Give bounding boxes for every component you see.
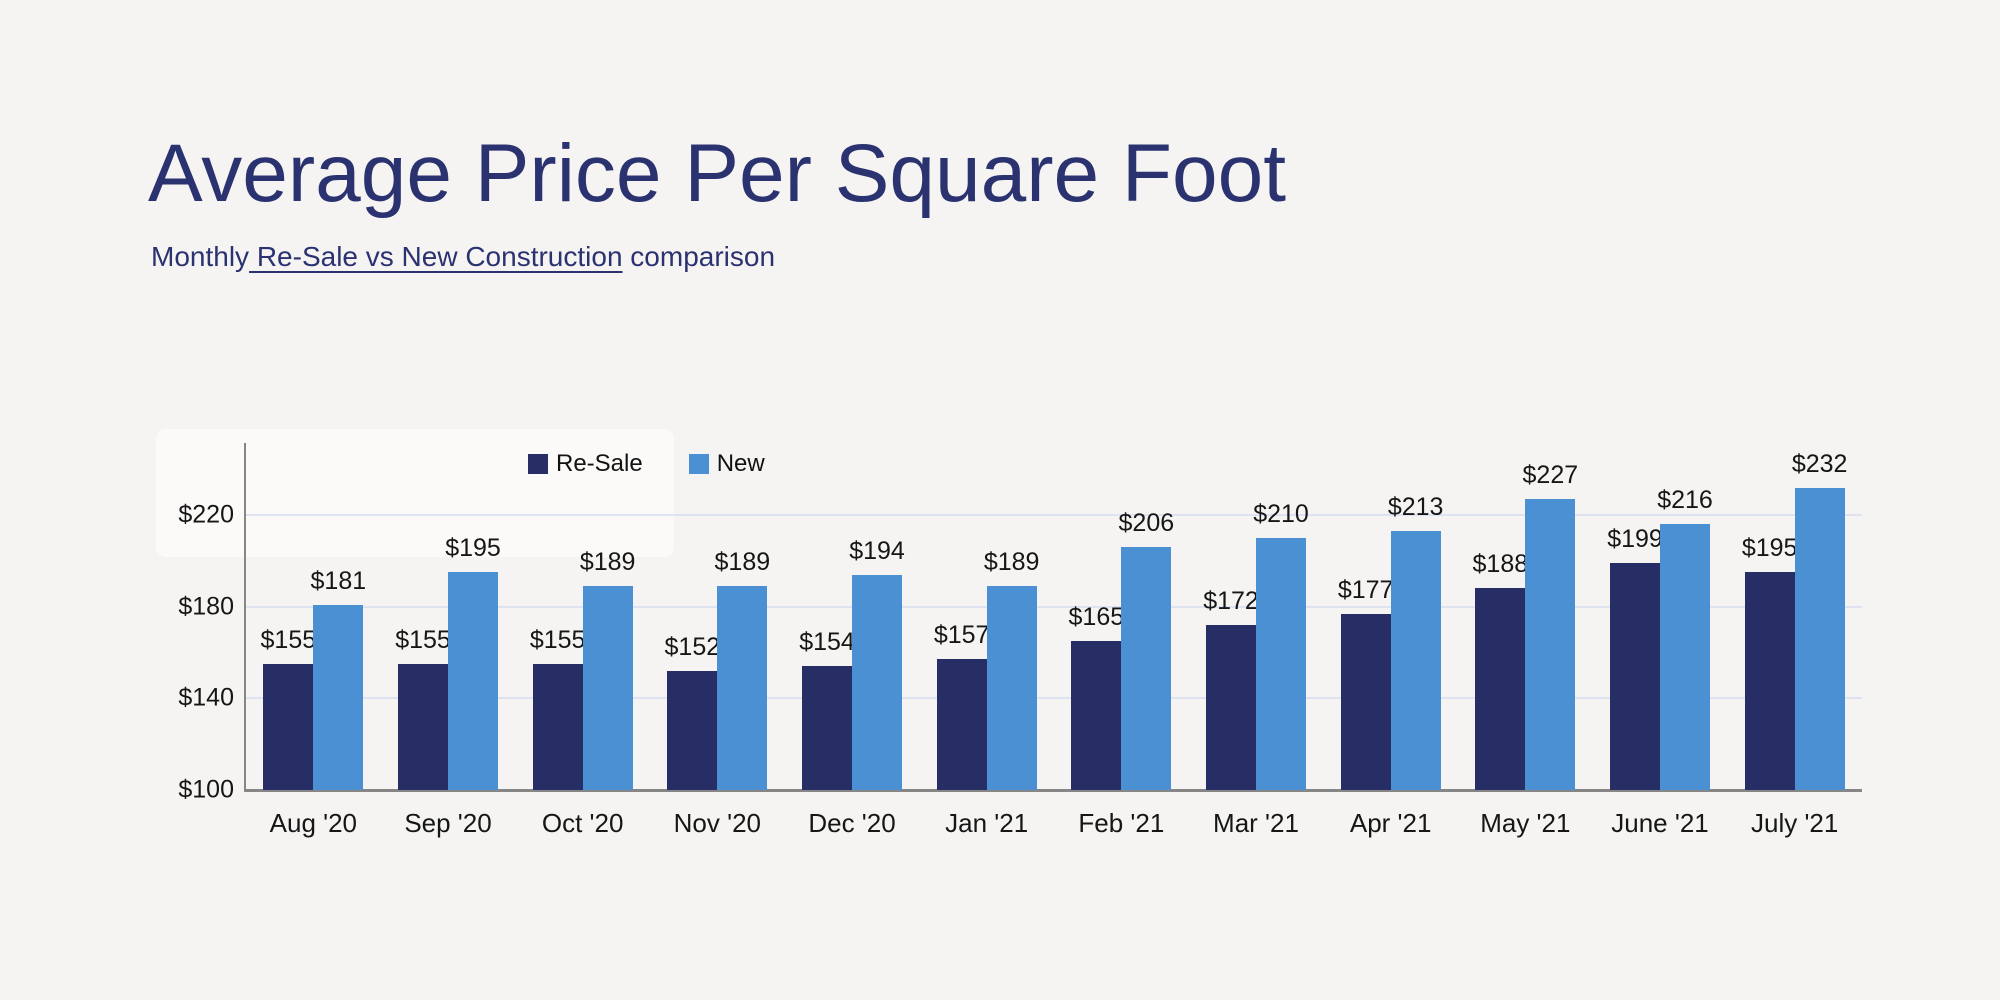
bar-value-label: $155 — [529, 626, 586, 655]
bar-new-3 — [717, 586, 768, 790]
gridline — [246, 514, 1862, 517]
subtitle-suffix: comparison — [622, 241, 776, 272]
bar-value-label: $155 — [260, 626, 317, 655]
bar-re-sale-8 — [1340, 613, 1391, 790]
bar-new-2 — [582, 586, 633, 790]
resale-swatch-icon — [528, 454, 548, 474]
bar-value-label: $189 — [983, 548, 1040, 577]
bar-re-sale-3 — [667, 670, 718, 790]
bar-re-sale-6 — [1071, 641, 1122, 790]
new-swatch-icon — [688, 454, 709, 474]
x-tick-label: Sep '20 — [404, 808, 492, 838]
y-tick-label: $100 — [178, 775, 234, 804]
y-tick-label: $140 — [178, 683, 234, 712]
bar-new-11 — [1794, 487, 1845, 790]
x-tick-label: Nov '20 — [673, 808, 761, 838]
bar-re-sale-7 — [1206, 625, 1256, 790]
legend-label-resale: Re-Sale — [556, 450, 643, 477]
bar-value-label: $213 — [1387, 493, 1444, 522]
x-tick-label: July '21 — [1750, 808, 1839, 838]
bar-value-label: $227 — [1522, 461, 1579, 490]
bar-new-5 — [986, 586, 1037, 790]
bar-value-label: $152 — [664, 632, 721, 661]
bar-value-label: $155 — [395, 626, 451, 655]
bar-new-1 — [448, 572, 498, 790]
x-tick-label: June '21 — [1611, 808, 1709, 838]
gridline — [246, 605, 1862, 608]
bar-value-label: $195 — [445, 534, 501, 563]
y-tick-label: $180 — [178, 592, 234, 621]
bar-re-sale-0 — [263, 664, 314, 790]
chart-card-backdrop — [156, 429, 674, 557]
bar-value-label: $199 — [1607, 525, 1663, 554]
bar-re-sale-1 — [398, 664, 448, 790]
page-subtitle: Monthly Re-Sale vs New Construction comp… — [151, 243, 775, 271]
bar-value-label: $195 — [1741, 534, 1798, 563]
subtitle-underlined-text: Re-Sale vs New Construction — [249, 241, 623, 272]
legend-item-resale: Re-Sale — [528, 450, 643, 478]
bar-value-label: $177 — [1337, 575, 1394, 604]
bar-value-label: $181 — [310, 566, 367, 595]
legend-item-new: New — [688, 450, 765, 478]
bar-re-sale-2 — [532, 664, 583, 790]
bar-new-6 — [1121, 547, 1172, 790]
bar-re-sale-10 — [1610, 563, 1660, 790]
bar-value-label: $210 — [1253, 500, 1309, 529]
x-tick-label: Jan '21 — [945, 808, 1029, 838]
x-tick-label: Aug '20 — [269, 808, 358, 838]
bar-value-label: $189 — [579, 548, 636, 577]
bar-new-10 — [1660, 524, 1710, 790]
x-tick-label: May '21 — [1480, 808, 1571, 838]
bar-new-7 — [1256, 538, 1306, 790]
bar-value-label: $165 — [1068, 603, 1125, 632]
bar-value-label: $232 — [1791, 449, 1848, 478]
subtitle-prefix: Monthly — [151, 241, 250, 272]
bar-re-sale-9 — [1475, 588, 1526, 790]
bar-re-sale-4 — [802, 666, 852, 790]
bar-value-label: $157 — [933, 621, 990, 650]
bar-value-label: $154 — [799, 628, 855, 657]
bar-re-sale-11 — [1744, 572, 1795, 790]
bar-new-9 — [1525, 499, 1576, 790]
gridline — [246, 697, 1862, 700]
x-axis-line — [244, 789, 1862, 792]
bar-new-8 — [1390, 531, 1441, 790]
chart-legend: Re-Sale New — [528, 450, 765, 478]
bar-new-0 — [313, 604, 364, 790]
bar-value-label: $194 — [849, 536, 905, 565]
x-tick-label: Dec '20 — [808, 808, 896, 838]
x-tick-label: Oct '20 — [541, 808, 624, 838]
y-axis-line — [244, 443, 246, 790]
bar-value-label: $189 — [714, 548, 771, 577]
page-title: Average Price Per Square Foot — [148, 128, 1286, 219]
bar-value-label: $206 — [1118, 509, 1175, 538]
y-tick-label: $220 — [178, 500, 234, 529]
bar-value-label: $188 — [1472, 550, 1529, 579]
x-tick-label: Mar '21 — [1213, 808, 1299, 838]
bar-value-label: $172 — [1203, 587, 1259, 616]
bar-value-label: $216 — [1657, 486, 1713, 515]
bar-re-sale-5 — [936, 659, 987, 790]
bar-new-4 — [852, 574, 902, 790]
legend-label-new: New — [716, 450, 765, 477]
x-tick-label: Feb '21 — [1078, 808, 1165, 838]
x-tick-label: Apr '21 — [1349, 808, 1432, 838]
